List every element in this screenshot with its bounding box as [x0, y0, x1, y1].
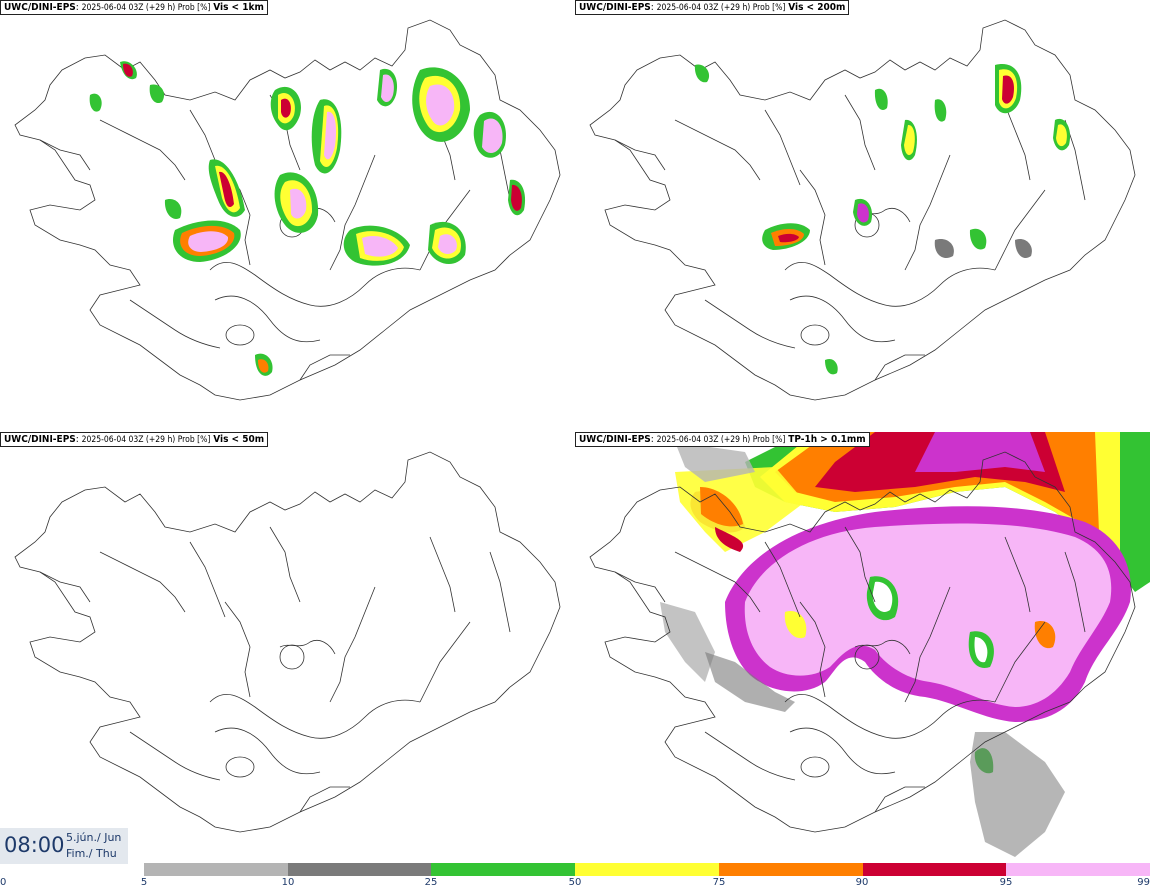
colorbar-segment [287, 863, 432, 876]
iceland-map-vis-200m [589, 19, 1136, 401]
colorbar-tick: 99 [1137, 877, 1150, 888]
colorbar-tick: 10 [281, 877, 295, 888]
colorbar-tick: 25 [424, 877, 438, 888]
colorbar-tick: 90 [855, 877, 869, 888]
iceland-map-precip [589, 432, 1150, 857]
panel-title: UWC/DINI-EPS: 2025-06-04 03Z (+29 h) Pro… [0, 432, 269, 447]
colorbar-tick: 50 [568, 877, 582, 888]
map-panel-precip: UWC/DINI-EPS: 2025-06-04 03Z (+29 h) Pro… [575, 432, 1150, 864]
panel-title: UWC/DINI-EPS: 2025-06-04 03Z (+29 h) Pro… [575, 0, 850, 15]
colorbar [144, 863, 1150, 876]
map-panel-vis-200m: UWC/DINI-EPS: 2025-06-04 03Z (+29 h) Pro… [575, 0, 1150, 432]
colorbar-segment [862, 863, 1007, 876]
colorbar-segment [575, 863, 719, 876]
colorbar-segment [144, 863, 288, 876]
iceland-map-vis-50m [14, 451, 561, 833]
valid-date: 5.jún./ Jun [66, 831, 122, 844]
colorbar-segment [431, 863, 576, 876]
colorbar-tick: 95 [999, 877, 1013, 888]
map-panel-vis-1km: UWC/DINI-EPS: 2025-06-04 03Z (+29 h) Pro… [0, 0, 575, 432]
valid-time-box: 08:00 5.jún./ Jun Fim./ Thu [0, 828, 128, 864]
valid-time: 08:00 [4, 833, 65, 857]
colorbar-segment [1006, 863, 1150, 876]
valid-weekday: Fim./ Thu [66, 847, 117, 860]
precip-field [660, 432, 1150, 857]
map-panel-vis-50m: UWC/DINI-EPS: 2025-06-04 03Z (+29 h) Pro… [0, 432, 575, 864]
iceland-map-vis-1km [14, 19, 561, 401]
colorbar-segment [718, 863, 863, 876]
colorbar-tick: 75 [712, 877, 726, 888]
colorbar-tick: 0 [0, 877, 7, 888]
colorbar-tick: 5 [140, 877, 148, 888]
panel-title: UWC/DINI-EPS: 2025-06-04 03Z (+29 h) Pro… [575, 432, 870, 447]
panel-title: UWC/DINI-EPS: 2025-06-04 03Z (+29 h) Pro… [0, 0, 268, 15]
